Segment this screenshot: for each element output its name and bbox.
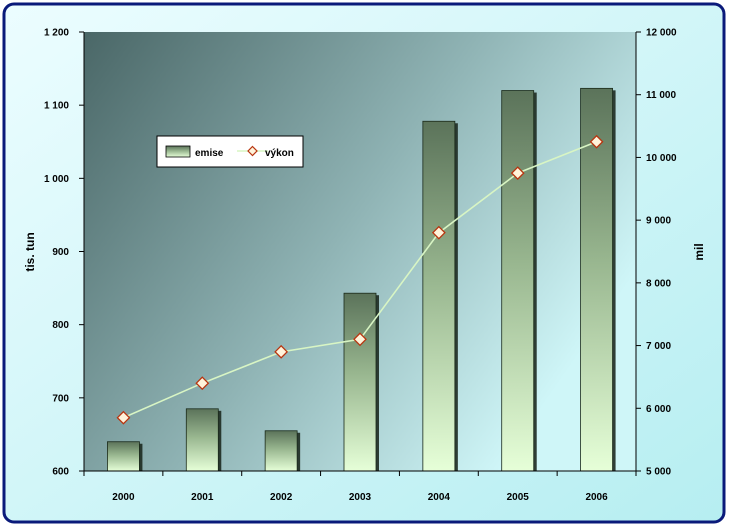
- bar-emise-2001: [185, 408, 219, 472]
- bar-emise-2006: [580, 87, 613, 472]
- right-tick-label: 11 000: [646, 90, 676, 101]
- right-tick-label: 7 000: [646, 341, 671, 352]
- legend-swatch-emise: [165, 145, 191, 158]
- line-series-vykon: [116, 134, 604, 425]
- right-axis-ticks: 5 000 6 000 7 000 8 000 9 000 10 000 11 000 12 …: [636, 28, 677, 478]
- marker-vykon-2000: [116, 410, 131, 425]
- left-tick-label: 600: [52, 467, 69, 478]
- marker-vykon-2005: [510, 166, 525, 181]
- left-tick-label: 900: [52, 247, 69, 258]
- marker-vykon-2003: [353, 332, 367, 347]
- legend-marker-vykon: [247, 145, 258, 157]
- marker-vykon-2002: [274, 344, 289, 359]
- legend: emise výkon: [156, 135, 304, 168]
- bar-emise-2004: [422, 120, 456, 472]
- right-axis-title: mil: [692, 243, 706, 260]
- right-tick-label: 5 000: [646, 467, 671, 478]
- marker-vykon-2006: [589, 134, 604, 149]
- marker-vykon-2001: [195, 376, 210, 391]
- left-tick-label: 1 100: [44, 101, 69, 112]
- x-tick-label: 2004: [428, 492, 451, 503]
- legend-label-emise: emise: [195, 148, 224, 159]
- x-tick-label: 2005: [507, 492, 530, 503]
- x-tick-label: 2002: [270, 492, 293, 503]
- bar-emise-2005: [501, 90, 535, 472]
- right-tick-label: 6 000: [646, 404, 671, 415]
- x-tick-label: 2000: [112, 492, 135, 503]
- bar-series-emise: [107, 87, 616, 472]
- left-axis-title: tis. tun: [23, 232, 37, 271]
- left-tick-label: 700: [52, 393, 69, 404]
- bar-emise-2003: [343, 292, 377, 472]
- right-tick-label: 8 000: [646, 278, 671, 289]
- left-tick-label: 1 200: [44, 28, 69, 39]
- marker-vykon-2004: [431, 225, 446, 240]
- right-tick-label: 10 000: [646, 153, 677, 164]
- bar-emise-2002: [264, 430, 298, 472]
- x-tick-label: 2003: [349, 492, 372, 503]
- bar-emise-2000: [107, 441, 140, 472]
- left-tick-label: 1 000: [44, 174, 69, 185]
- x-tick-label: 2001: [191, 492, 214, 503]
- left-tick-label: 800: [52, 320, 69, 331]
- x-tick-label: 2006: [585, 492, 608, 503]
- x-axis-ticks: 2000 2001 2002 2003 2004 2005 2006: [83, 471, 637, 503]
- left-axis-ticks: 600 700 800 900 1 000 1 100 1 200: [44, 28, 84, 478]
- right-tick-label: 9 000: [646, 216, 671, 227]
- right-tick-label: 12 000: [646, 28, 677, 39]
- legend-label-vykon: výkon: [265, 148, 294, 159]
